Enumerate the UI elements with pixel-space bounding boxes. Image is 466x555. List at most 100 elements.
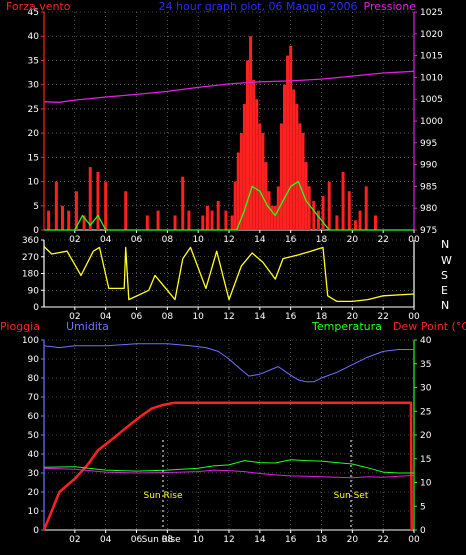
pressione-line [43,70,415,103]
y2-tick-label: 1005 [420,95,443,105]
wind-bar [252,79,256,230]
y2-tick-label: 30 [420,384,432,394]
wind-bar [321,196,325,230]
y-tick-label: 0 [33,303,39,313]
wind-bar [236,152,240,230]
rain-axis-label: Pioggia [0,320,40,333]
wind-bar [54,181,58,230]
x-tick-label: 00 [408,312,420,322]
wind-bar [292,89,296,230]
y2-tick-label: 5 [420,502,426,512]
y-tick-label: 90 [28,286,40,296]
humidity-axis-label: Umidita [66,320,109,333]
x-tick-label: 12 [223,312,234,322]
x-tick-label: 04 [100,312,112,322]
y-tick-label: 180 [22,270,39,280]
wind-bar [258,123,262,230]
wind-bar [261,133,265,230]
wind-bar [283,84,286,231]
y-tick-label: 30 [28,469,40,479]
x-tick-label: 18 [316,535,328,545]
wind-bar [312,200,316,230]
wind-bar [233,181,237,230]
y-tick-label: 60 [28,412,40,422]
wind-bar [201,215,205,230]
wind-bar [289,45,293,231]
y2-tick-label: 985 [420,182,437,192]
y2-tick-label: 15 [420,455,431,465]
y-tick-label: 20 [28,488,40,498]
wind-bar [47,210,51,230]
dewpoint-axis-label: Dew Point (°C) [393,320,466,333]
y-tick-label: 20 [28,129,40,139]
wind-bar [173,215,177,230]
y2-tick-label: 1025 [420,8,443,18]
wind-axis-label: Forza vento [6,0,71,13]
y2-tick-label: 35 [420,360,431,370]
y-tick-label: 70 [28,393,40,403]
wind-bar [267,191,271,230]
wind-bar [210,210,214,230]
wind-bar [295,104,299,230]
wind-bar [224,210,228,230]
y-tick-label: 35 [28,56,39,66]
wind-bar [353,220,357,230]
wind-bar [205,205,209,230]
y2-tick-label: 0 [420,526,426,536]
humidity-temperature-panel: 0102030405060708090100051015202530354002… [22,336,432,545]
x-tick-label: 20 [347,535,359,545]
wind-bar [270,205,274,230]
x-tick-label: 22 [377,535,388,545]
y2-tick-label: 995 [420,139,437,149]
x-tick-label: 06 [131,535,143,545]
sunset-label: Sun Set [334,491,369,501]
dir-letter-s: S [441,269,448,282]
wind-bar [347,191,351,230]
wind-bar [358,210,362,230]
x-tick-label: 02 [69,535,80,545]
wind-bar [88,167,92,230]
x-tick-label: 14 [254,535,266,545]
y-tick-label: 0 [33,526,39,536]
y2-tick-label: 1000 [420,117,443,127]
temperature-legend-label: Temperatura [311,320,382,333]
wind-bar [298,123,302,230]
y-tick-label: 0 [33,226,39,236]
wind-bar [145,215,149,230]
x-tick-label: 20 [347,312,359,322]
wind-bar [316,210,320,230]
y-tick-label: 270 [22,253,39,263]
dir-letter-n-top: N [441,238,449,251]
x-tick-label: 16 [285,535,297,545]
wind-bar [264,162,268,230]
y-tick-label: 25 [28,105,39,115]
y2-tick-label: 1010 [420,73,443,83]
wind-bar [67,210,71,230]
x-tick-label: 08 [162,312,174,322]
pressure-axis-label: Pressione [364,0,417,13]
wind-bar [96,171,100,230]
y2-tick-label: 975 [420,226,437,236]
wind-bar [286,55,290,230]
wind-bar [181,176,185,230]
wind-bar [307,186,311,230]
y2-tick-label: 40 [420,336,432,346]
wind-bar [255,99,259,230]
y2-tick-label: 980 [420,204,437,214]
sunrise-label: Sun Rise [144,491,183,501]
dir-letter-n-bottom: N [441,299,449,312]
wind-bar [364,186,368,230]
y-tick-label: 90 [28,355,40,365]
sunrise-marker: Sun Rise [144,440,183,530]
y2-tick-label: 1015 [420,52,443,62]
wind-pressure-panel: 0510152025303540459759809859909951000100… [28,8,444,245]
y-tick-label: 40 [28,32,40,42]
y2-tick-label: 10 [420,479,432,489]
wind-bar [156,210,160,230]
dir-letter-e: E [441,284,448,297]
wind-bar [104,181,108,230]
y2-tick-label: 25 [420,407,431,417]
y-tick-label: 100 [22,336,39,346]
y-tick-label: 5 [33,202,39,212]
